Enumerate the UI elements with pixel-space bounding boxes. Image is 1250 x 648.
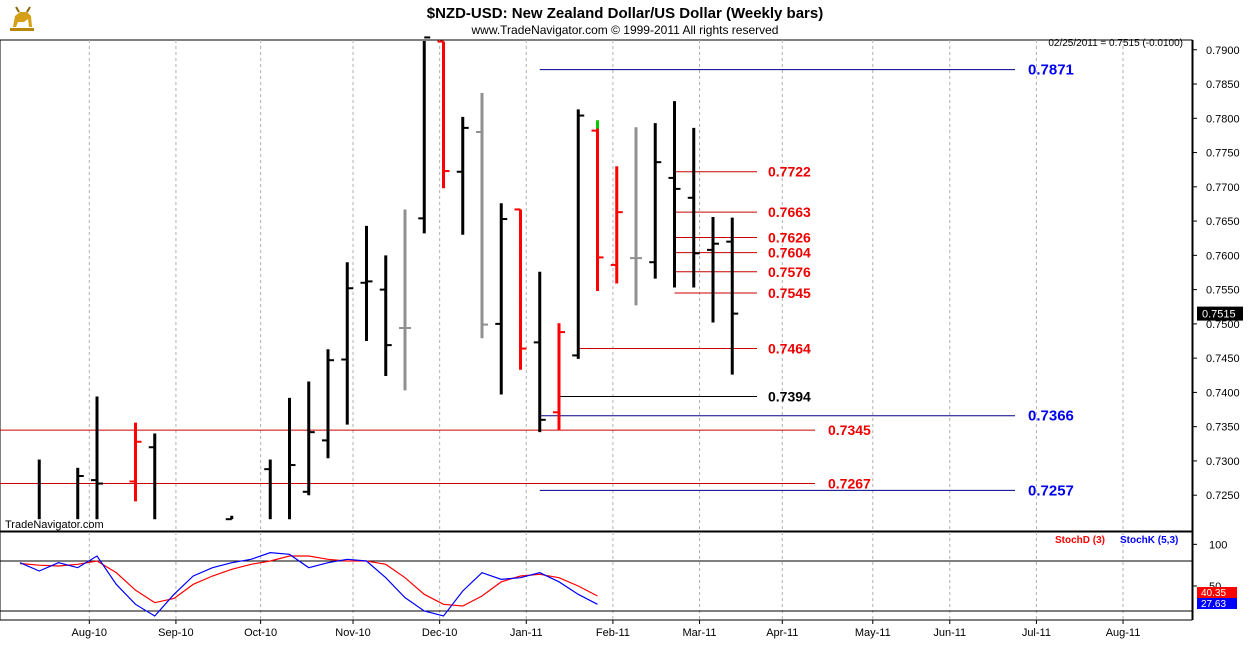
x-tick-label: Jan-11: [510, 627, 543, 639]
y-tick-label: 0.7450: [1206, 353, 1240, 365]
x-tick-label: Dec-10: [422, 627, 457, 639]
x-tick-label: Oct-10: [244, 627, 277, 639]
level-label: 0.7257: [1028, 482, 1074, 499]
level-label: 0.7604: [768, 245, 811, 261]
x-tick-label: Jun-11: [933, 627, 966, 639]
price-marker-label: 0.7515: [1202, 309, 1236, 321]
x-tick-label: Aug-11: [1106, 627, 1141, 639]
stoch-value-box: [1197, 587, 1237, 598]
stoch-series-line: [19, 555, 598, 607]
x-tick-label: Nov-10: [335, 627, 370, 639]
y-axis-background: [1194, 40, 1250, 643]
stoch-value-label: 27.63: [1201, 599, 1226, 610]
y-tick-label: 0.7250: [1206, 490, 1240, 502]
y-tick-label: 0.7300: [1206, 456, 1240, 468]
level-label: 0.7267: [828, 476, 871, 492]
chart-subtitle: www.TradeNavigator.com © 1999-2011 All r…: [471, 23, 779, 37]
y-tick-label: 0.7600: [1206, 250, 1240, 262]
y-tick-label: 0.7500: [1206, 319, 1240, 331]
stoch-legend-label: StochD (3): [1055, 535, 1105, 546]
level-label: 0.7626: [768, 230, 811, 246]
stoch-series-line: [19, 552, 598, 617]
x-tick-label: Apr-11: [766, 627, 798, 639]
stoch-y-label: 100: [1209, 539, 1227, 551]
axes: Aug-10 Sep-10 Oct-10 Nov-10 Dec-10 Jan-11 Feb-…: [72, 40, 1250, 643]
level-label: 0.7394: [768, 389, 811, 405]
y-tick-label: 0.7900: [1206, 45, 1240, 57]
x-tick-label: Sep-10: [158, 627, 193, 639]
level-label: 0.7366: [1028, 408, 1074, 425]
level-label: 0.7345: [828, 422, 871, 438]
chart-title: $NZD-USD: New Zealand Dollar/US Dollar (…: [427, 5, 823, 22]
stoch-value-box: [1197, 598, 1237, 609]
level-label: 0.7722: [768, 164, 811, 180]
x-tick-label: Feb-11: [596, 627, 630, 639]
level-label: 0.7545: [768, 285, 811, 301]
x-tick-label: May-11: [855, 627, 891, 639]
stochastic-panel: StochD (3) StochK (5,3): [0, 535, 1192, 617]
x-tick-label: Mar-11: [683, 627, 717, 639]
price-marker-box: [1197, 306, 1243, 321]
logo-icon: [8, 6, 36, 34]
y-tick-label: 0.7650: [1206, 216, 1240, 228]
y-tick-label: 0.7550: [1206, 285, 1240, 297]
price-panel-frame: [0, 39, 1193, 532]
chart-grid: [0, 39, 1193, 621]
y-tick-label: 0.7800: [1206, 113, 1240, 125]
stoch-value-label: 40.35: [1201, 588, 1226, 599]
last-quote-text: 02/25/2011 = 0.7515 (-0.0100): [1048, 38, 1183, 49]
price-bars: [37, 36, 739, 521]
y-tick-label: 0.7350: [1206, 422, 1240, 434]
x-tick-label: Aug-10: [72, 627, 107, 639]
level-label: 0.7576: [768, 264, 811, 280]
y-tick-label: 0.7850: [1206, 79, 1240, 91]
level-label: 0.7663: [768, 204, 811, 220]
level-label: 0.7871: [1028, 62, 1074, 79]
level-label: 0.7464: [768, 341, 811, 357]
watermark-text: TradeNavigator.com: [5, 519, 104, 531]
y-tick-label: 0.7700: [1206, 182, 1240, 194]
y-tick-label: 0.7400: [1206, 387, 1240, 399]
stoch-panel-frame: [0, 531, 1193, 621]
x-tick-label: Jul-11: [1022, 627, 1051, 639]
y-tick-label: 0.7750: [1206, 148, 1240, 160]
stoch-legend-label: StochK (5,3): [1120, 535, 1178, 546]
